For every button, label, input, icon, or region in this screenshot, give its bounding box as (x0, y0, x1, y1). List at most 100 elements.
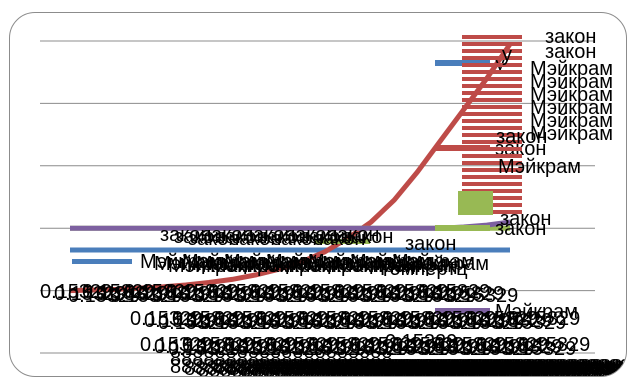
legend-swatch (435, 225, 490, 231)
data-label: 0.15329 (308, 334, 380, 356)
data-label: Мэйкрам (530, 123, 613, 145)
data-label: закон (328, 224, 379, 246)
data-label: 0.15329 (354, 310, 426, 332)
data-label: 0.15329 (124, 281, 196, 303)
data-label: 0.15329 (180, 283, 252, 305)
data-label: 0.15329 (238, 336, 310, 358)
data-label: 0.15329 (186, 310, 258, 332)
data-label: 88888888888888888888 (492, 360, 627, 377)
data-label: Гомпертц (380, 258, 468, 280)
data-label: закон (202, 224, 253, 246)
data-label: 0.15329 (154, 336, 226, 358)
data-label: 0.15329 (418, 281, 490, 303)
data-label: 0.15329 (322, 336, 394, 358)
legend-swatch (462, 105, 522, 109)
data-label: закон (496, 126, 547, 148)
data-label: Мэйкрам (530, 84, 613, 106)
data-label: 0.15329 (376, 281, 448, 303)
legend-swatch (462, 70, 522, 74)
data-label: 0.15329 (250, 281, 322, 303)
data-label: Мэйкрам (378, 255, 461, 277)
data-label: 0.15329 (194, 285, 266, 307)
data-label: 0.15329 (312, 310, 384, 332)
data-label: 0.15329 (252, 338, 324, 360)
data-label: 0.15329 (340, 308, 412, 330)
data-label: 0.15329 (140, 334, 212, 356)
data-label: 0.15329 (362, 285, 434, 307)
data-label: закон (216, 226, 267, 248)
data-label: 88888888888888888888 (170, 356, 392, 377)
data-label: 0.15329 (158, 312, 230, 334)
data-label: закон (174, 226, 225, 248)
legend-swatch (462, 147, 522, 151)
data-label: Мэйкрам (140, 251, 223, 273)
data-label: 88888888888888888888 (478, 358, 627, 377)
data-label: 0.15329 (138, 283, 210, 305)
data-label: 0.15329 (208, 281, 280, 303)
data-label: Мэйкрам (364, 253, 447, 275)
legend-label: Мэйкрам (495, 301, 578, 323)
legend-swatch (462, 133, 522, 137)
data-label: 0.15329 (144, 310, 216, 332)
data-label: 0.15329 (434, 334, 506, 356)
data-label: 0.15329 (382, 308, 454, 330)
data-label: 0.15329 (518, 334, 590, 356)
data-label: у (502, 44, 512, 66)
data-label: Мэйкрам (168, 255, 251, 277)
data-label: 88888888888888888888 (408, 360, 627, 377)
data-label: Мэйкрам (224, 251, 307, 273)
data-label: Мэйкрам (196, 253, 279, 275)
data-label: 0.15329 (480, 310, 552, 332)
data-label: 0.15329 (280, 336, 352, 358)
legend-swatch (462, 98, 522, 102)
data-label: Мэйкрам (336, 255, 419, 277)
data-label: 0.15329 (166, 281, 238, 303)
data-label: 0.15329 (130, 308, 202, 330)
data-label: 88888888888888888888 (170, 348, 392, 370)
legend-swatch (462, 63, 522, 67)
legend: узаконзаконМэйкрам (72, 35, 578, 323)
data-label: Мэйкрам (322, 253, 405, 275)
data-label: Мэйкрам (530, 58, 613, 80)
data-label: 88888888888888888888 (338, 356, 560, 377)
overlapping-labels: законзаконуМэйкрамМэйкрамМэйкрамМэйкрамМ… (40, 26, 627, 377)
data-label: 0.15329 (292, 281, 364, 303)
data-label: 0.15329 (96, 283, 168, 305)
data-label: 0.15329 (334, 281, 406, 303)
data-label: 0.15329 (404, 285, 476, 307)
data-label: 0.15329 (266, 334, 338, 356)
data-label: Мэйкрам (308, 251, 391, 273)
line-chart: узаконзаконМэйкрам законзаконуМэйкрамМэй… (40, 26, 627, 377)
data-label: Мэйкрам (210, 255, 293, 277)
data-label: закон (244, 224, 295, 246)
legend-swatch (315, 239, 370, 244)
data-label: 88888888888888888888 (366, 360, 588, 377)
data-label: закон (300, 226, 351, 248)
legend-swatch (462, 182, 522, 186)
data-label: 0.15329 (438, 310, 510, 332)
data-label: 0.15329 (200, 312, 272, 334)
data-label: 88888888888888888888 (394, 358, 616, 377)
legend-swatch (462, 112, 522, 116)
data-label: 0.15329 (320, 285, 392, 307)
data-label: Мэйкрам (154, 253, 237, 275)
data-label: закон (545, 26, 596, 48)
legend-swatch (435, 308, 490, 314)
data-label: закон (230, 228, 281, 250)
legend-swatch (462, 35, 522, 39)
data-label: 0.15329 (278, 285, 350, 307)
data-label: 0.15329 (182, 334, 254, 356)
data-label: 88888888888888888888 (184, 358, 406, 377)
data-label: Мэйкрам (238, 253, 321, 275)
data-label: 0.15329 (410, 312, 482, 334)
data-label: 0.15329 (396, 310, 468, 332)
data-label: 0.15329 (222, 283, 294, 305)
data-label: 0.15329 (294, 338, 366, 360)
legend-swatch (462, 119, 522, 123)
data-label: 0.15329 (210, 338, 282, 360)
legend-swatch (462, 56, 522, 60)
data-label: 88888888888888888888 (198, 360, 420, 377)
data-label: 0.15329 (350, 334, 422, 356)
data-label: 0.15329 (452, 312, 524, 334)
data-label: Мэйкрам (530, 71, 613, 93)
